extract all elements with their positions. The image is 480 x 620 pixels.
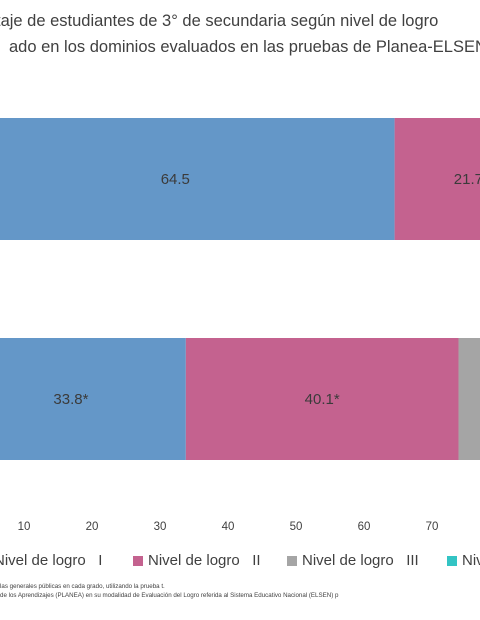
- stacked-bar-chart: 64.5 21.7 33.8* 40.1* 10 20 30 40 50 60 70: [0, 118, 480, 533]
- x-tick-label-50: 50: [290, 521, 303, 533]
- x-tick-label-20: 20: [86, 521, 99, 533]
- legend-label-nivel-3: Nivel de logro III: [302, 552, 419, 569]
- legend-swatch-nivel-3: [287, 555, 297, 566]
- legend-item-nivel-3: Nivel de logro III: [287, 552, 419, 569]
- data-label-2-row-1: 21.7: [454, 171, 480, 188]
- bar-segment-1-row-1: [0, 118, 395, 240]
- data-label-1-row-1: 64.5: [161, 171, 190, 188]
- legend-label-nivel-2: Nivel de logro II: [148, 552, 261, 569]
- x-tick-label-10: 10: [18, 521, 31, 533]
- chart-title-line-2: ado en los dominios evaluados en las pru…: [9, 38, 480, 56]
- legend-item-nivel-1: Nivel de logro I: [0, 552, 102, 569]
- data-label-2-row-2: 40.1*: [305, 391, 340, 408]
- bar-segment-3-row-2: [458, 338, 480, 460]
- x-tick-label-60: 60: [358, 521, 371, 533]
- x-tick-label-30: 30: [154, 521, 167, 533]
- x-tick-label-40: 40: [222, 521, 235, 533]
- legend-swatch-nivel-4: [447, 555, 457, 566]
- footnote-line-2: de los Aprendizajes (PLANEA) en su modal…: [0, 592, 339, 599]
- data-label-1-row-2: 33.8*: [53, 391, 88, 408]
- legend-item-nivel-4: Niv: [447, 552, 480, 569]
- chart-legend: Nivel de logro I Nivel de logro II Nivel…: [0, 552, 480, 574]
- footnote-line-1: las generales públicas en cada grado, ut…: [0, 583, 165, 590]
- chart-title-line-1: taje de estudiantes de 3° de secundaria …: [0, 12, 439, 30]
- legend-swatch-nivel-2: [133, 555, 143, 566]
- bar-segment-2-row-2: [185, 338, 459, 460]
- bar-segment-1-row-2: [0, 338, 186, 460]
- legend-label-nivel-1: Nivel de logro I: [0, 552, 103, 569]
- legend-item-nivel-2: Nivel de logro II: [133, 552, 261, 569]
- legend-label-nivel-4: Niv: [462, 552, 480, 569]
- bar-segment-2-row-1: [394, 118, 480, 240]
- x-tick-label-70: 70: [426, 521, 439, 533]
